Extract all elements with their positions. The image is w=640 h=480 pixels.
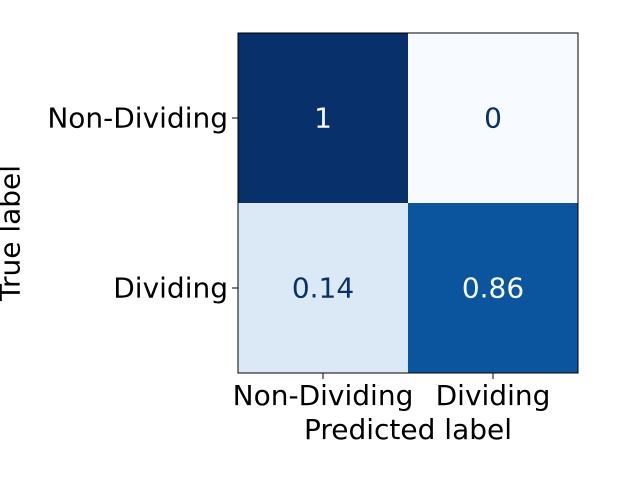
y-axis-ticks: Non-Dividing Dividing (47, 102, 238, 305)
heatmap-cell (408, 33, 578, 203)
x-tick-label: Non-Dividing (233, 379, 414, 412)
plot-frame (237, 32, 579, 374)
heatmap-cells (238, 33, 578, 373)
cell-value-label: 0.14 (292, 272, 354, 305)
cell-value-label: 1 (314, 102, 332, 135)
heatmap-cell (408, 203, 578, 373)
x-tick-label: Dividing (436, 379, 551, 412)
y-axis-label: True label (0, 165, 27, 302)
y-tick-label: Non-Dividing (47, 102, 228, 135)
heatmap-cell (238, 203, 408, 373)
cell-value-label: 0 (484, 102, 502, 135)
cell-value-label: 0.86 (462, 272, 524, 305)
x-axis-ticks: Non-Dividing Dividing (233, 373, 551, 412)
x-axis-label: Predicted label (304, 413, 512, 446)
heatmap-cell (238, 33, 408, 203)
heatmap-cell-labels: 1 0 0.14 0.86 (292, 102, 524, 305)
y-tick-label: Dividing (113, 272, 228, 305)
